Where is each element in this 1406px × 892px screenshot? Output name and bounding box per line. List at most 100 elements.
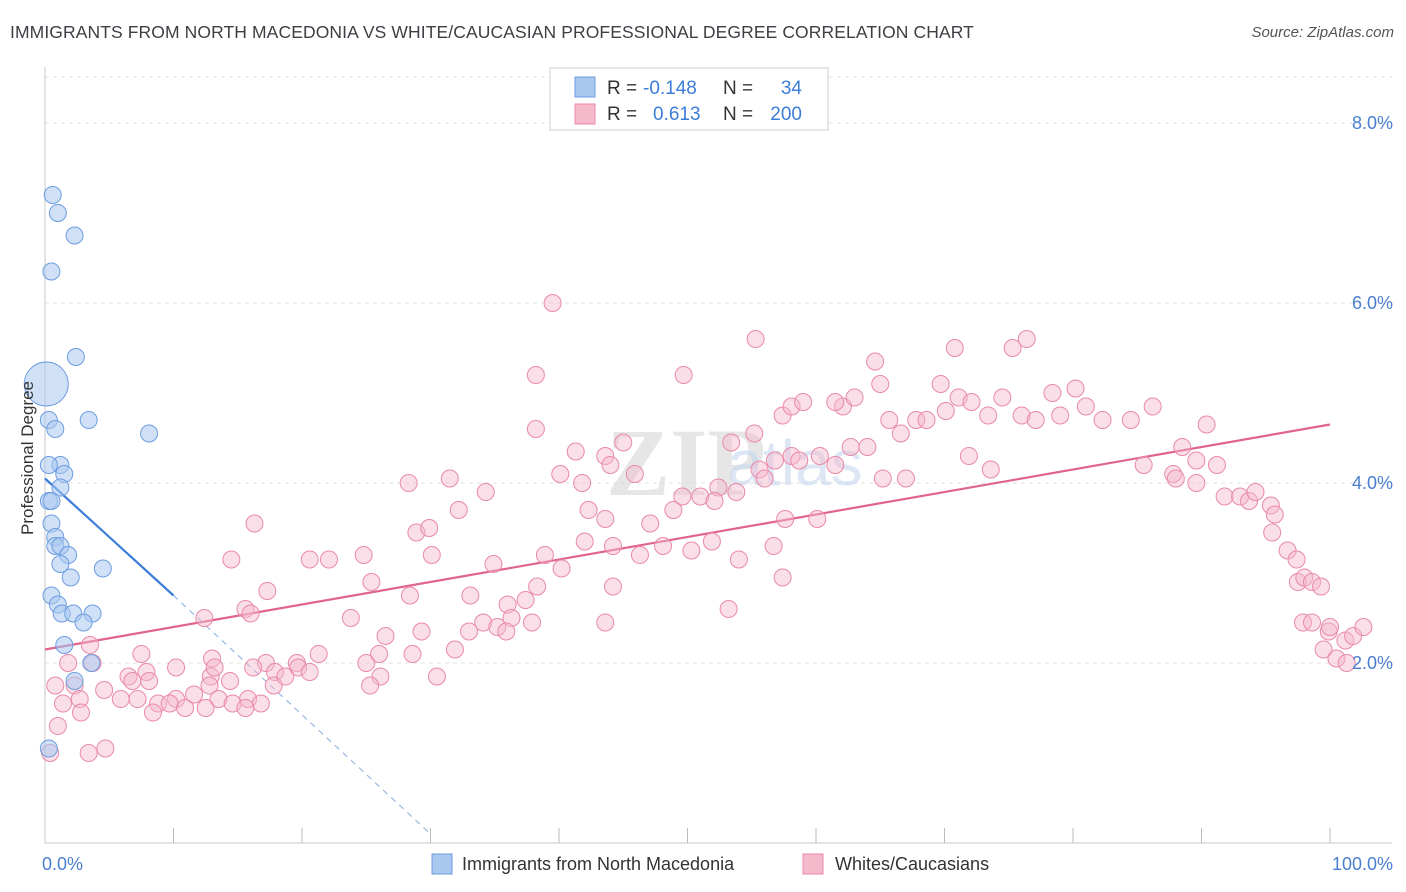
scatter-point-macedonia <box>51 555 70 573</box>
scatter-point-whites <box>750 460 769 479</box>
y-tick-label: 4.0% <box>1352 473 1393 493</box>
scatter-point-whites <box>1066 379 1085 398</box>
scatter-point-whites <box>1303 573 1322 591</box>
scatter-point-whites <box>53 694 72 713</box>
y-tick-label: 6.0% <box>1352 293 1393 313</box>
scatter-point-whites <box>746 330 765 348</box>
scatter-point-whites <box>1287 550 1306 569</box>
scatter-point-whites <box>764 537 783 555</box>
scatter-point-whites <box>319 550 338 569</box>
scatter-point-whites <box>59 654 78 672</box>
scatter-point-macedonia <box>51 478 70 497</box>
scatter-point-whites <box>979 406 998 425</box>
scatter-point-whites <box>244 658 263 677</box>
scatter-point-whites <box>140 672 159 690</box>
scatter-point-whites <box>682 541 701 560</box>
bottom-legend-swatch-blue <box>431 853 453 875</box>
scatter-point-macedonia <box>48 204 67 222</box>
scatter-point-whites <box>674 366 693 384</box>
scatter-point-whites <box>516 591 535 609</box>
scatter-point-whites <box>1327 649 1346 668</box>
gridlines <box>45 76 1392 664</box>
scatter-point-whites <box>236 699 255 717</box>
scatter-point-whites <box>630 546 649 564</box>
bottom-legend-swatch-pink <box>802 853 824 875</box>
scatter-point-whites <box>420 519 439 537</box>
scatter-point-whites <box>440 469 459 488</box>
scatter-point-macedonia <box>42 262 61 281</box>
scatter-point-whites <box>841 438 860 456</box>
scatter-point-macedonia <box>39 456 58 474</box>
scatter-point-whites <box>195 609 214 627</box>
scatter-point-whites <box>309 645 328 663</box>
scatter-point-whites <box>931 375 950 393</box>
scatter-point-whites <box>1143 397 1162 416</box>
legend-swatch-pink <box>574 103 596 125</box>
scatter-point-whites <box>96 739 115 758</box>
scatter-point-whites <box>891 424 910 443</box>
scatter-point-macedonia <box>79 411 98 429</box>
scatter-point-whites <box>474 613 493 632</box>
scatter-point-whites <box>526 366 545 384</box>
scatter-point-macedonia <box>55 636 74 654</box>
scatter-point-whites <box>523 613 542 632</box>
bottom-legend-label-2: Whites/Caucasians <box>835 854 989 874</box>
scatter-point-whites <box>143 703 162 722</box>
scatter-point-whites <box>1076 397 1095 416</box>
scatter-point-whites <box>729 550 748 569</box>
scatter-point-whites <box>1166 469 1185 488</box>
legend-n-value-2: 200 <box>770 104 802 125</box>
scatter-point-whites <box>702 532 721 551</box>
scatter-point-whites <box>1134 456 1153 474</box>
scatter-point-whites <box>476 483 495 501</box>
scatter-point-whites <box>755 469 774 488</box>
scatter-point-whites <box>654 537 673 555</box>
scatter-point-macedonia <box>74 613 93 632</box>
scatter-point-whites <box>596 447 615 465</box>
scatter-point-whites <box>412 622 431 641</box>
scatter-point-whites <box>185 685 204 704</box>
scatter-point-whites <box>1121 411 1140 429</box>
scatter-point-whites <box>526 420 545 438</box>
scatter-point-whites <box>399 474 418 492</box>
watermark-zip: ZIP <box>606 409 766 516</box>
trend-line-macedonia-extension <box>173 595 431 835</box>
scatter-point-whites <box>1017 330 1036 348</box>
scatter-point-whites <box>241 604 260 623</box>
scatter-point-whites <box>370 645 389 663</box>
scatter-point-whites <box>579 501 598 519</box>
scatter-point-whites <box>981 460 1000 479</box>
scatter-point-whites <box>1321 618 1339 636</box>
scatter-point-whites <box>341 609 360 627</box>
scatter-point-whites <box>745 424 764 443</box>
scatter-point-whites <box>614 433 633 452</box>
tick-labels: 2.0% 4.0% 6.0% 8.0% 0.0% 100.0% <box>42 113 1393 874</box>
scatter-point-whites <box>1187 474 1206 492</box>
scatter-point-whites <box>528 577 547 596</box>
legend-n-label-2: N = <box>723 104 753 125</box>
scatter-point-whites <box>719 600 738 618</box>
scatter-point-whites <box>601 456 620 474</box>
scatter-point-whites <box>1265 505 1284 524</box>
scatter-point-whites <box>1003 339 1022 357</box>
y-tick-label: 8.0% <box>1352 113 1393 133</box>
x-tick-label-max: 100.0% <box>1332 854 1393 874</box>
scatter-point-whites <box>1197 415 1216 434</box>
scatter-point-whites <box>449 501 468 519</box>
scatter-point-whites <box>80 636 99 654</box>
scatter-point-whites <box>427 667 446 686</box>
scatter-point-whites <box>808 510 827 528</box>
series-macedonia-points <box>23 186 159 758</box>
scatter-point-whites <box>371 667 390 686</box>
scatter-point-whites <box>709 478 728 497</box>
watermark-atlas: atlas <box>727 427 862 499</box>
scatter-point-whites <box>1337 654 1356 672</box>
scatter-point-whites <box>959 447 978 465</box>
scatter-point-whites <box>245 514 264 533</box>
scatter-point-whites <box>845 388 864 407</box>
scatter-point-whites <box>167 658 186 677</box>
scatter-point-whites <box>354 546 373 564</box>
scatter-point-whites <box>727 483 746 501</box>
scatter-point-whites <box>461 586 480 605</box>
scatter-point-macedonia <box>140 424 159 443</box>
